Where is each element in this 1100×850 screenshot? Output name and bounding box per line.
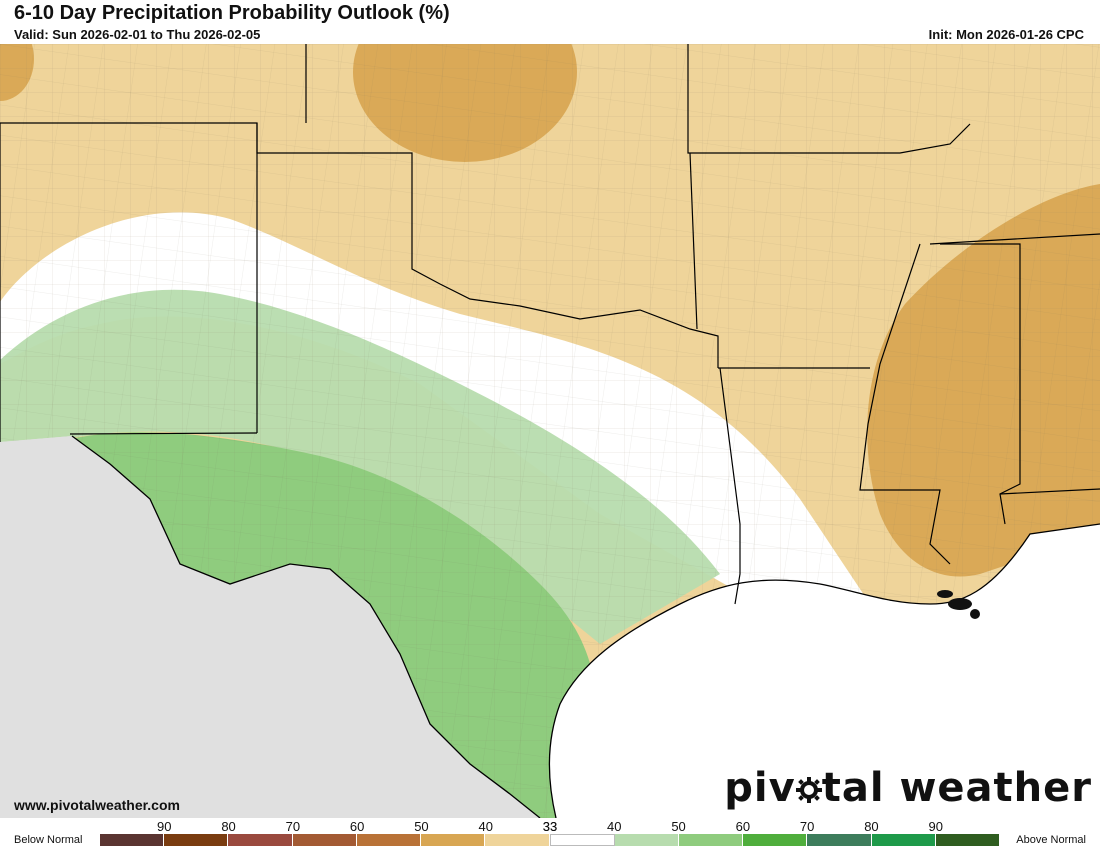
- legend-tick-label: 70: [285, 819, 301, 834]
- legend-ticks: 90 80 70 60 50 40 33 33 40 50 60 70 80 90: [100, 819, 1000, 834]
- legend-tick-label: 33: [542, 819, 558, 834]
- legend-tick-label: 80: [864, 819, 879, 834]
- legend-swatch: [228, 834, 293, 846]
- rio-grande-border: [71, 435, 541, 818]
- map-area[interactable]: [0, 44, 1100, 818]
- legend-tick-label: 80: [221, 819, 236, 834]
- legend-below-label: Below Normal: [14, 834, 83, 846]
- header: 6-10 Day Precipitation Probability Outlo…: [0, 0, 1100, 44]
- legend-tick-label: 33: [542, 819, 558, 834]
- legend-tick-label: 50: [671, 819, 686, 834]
- legend-tick-label: 70: [799, 819, 815, 834]
- legend-tick-label: 60: [735, 819, 751, 834]
- gulf-mask: [549, 524, 1100, 818]
- init-time: Init: Mon 2026-01-26 CPC: [928, 27, 1084, 42]
- brand-logo: piv tal weather: [724, 765, 1092, 811]
- legend-swatch: [164, 834, 229, 846]
- brand-right: tal weather: [821, 765, 1092, 811]
- legend-swatch: [807, 834, 872, 846]
- legend-tick-label: 90: [928, 819, 943, 834]
- legend-swatch: [485, 834, 550, 846]
- legend-above-label: Above Normal: [1016, 834, 1086, 846]
- legend-swatch: [614, 834, 679, 846]
- legend-swatch: [292, 834, 357, 846]
- legend-swatches: [100, 834, 1001, 846]
- map-svg[interactable]: [0, 44, 1100, 818]
- legend: Below Normal Above Normal 90 80 70 60 50 40 33…: [0, 818, 1100, 850]
- legend-tick-label: 60: [349, 819, 365, 834]
- legend-tick-label: 90: [157, 819, 172, 834]
- legend-swatch: [421, 834, 486, 846]
- brand-left: piv: [724, 765, 796, 811]
- legend-swatch: [100, 834, 165, 846]
- legend-swatch: [549, 834, 615, 846]
- legend-swatch: [356, 834, 422, 846]
- site-credit: www.pivotalweather.com: [14, 797, 180, 813]
- legend-swatch: [935, 834, 1001, 846]
- gulf-coastline: [548, 523, 1100, 818]
- gear-icon: [795, 777, 822, 803]
- legend-swatch: [743, 834, 808, 846]
- legend-swatch: [871, 834, 936, 846]
- delta-coast: [937, 590, 980, 619]
- map-title: 6-10 Day Precipitation Probability Outlo…: [14, 2, 450, 24]
- mexico-mask: [0, 436, 540, 818]
- valid-period: Valid: Sun 2026-02-01 to Thu 2026-02-05: [14, 27, 261, 42]
- legend-tick-label: 40: [607, 819, 622, 834]
- state-borders: [0, 44, 1100, 605]
- legend-swatch: [678, 834, 744, 846]
- legend-tick-label: 50: [414, 819, 429, 834]
- legend-tick-label: 40: [478, 819, 493, 834]
